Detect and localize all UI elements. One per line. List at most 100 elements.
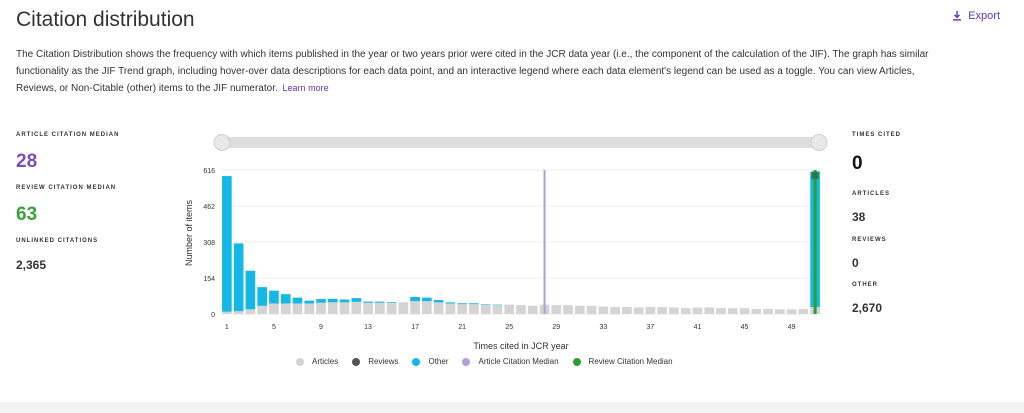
bar-other[interactable] (445, 302, 456, 304)
bar-articles[interactable] (269, 303, 279, 314)
legend-item-reviews[interactable]: Reviews (352, 357, 398, 366)
x-tick-label: 29 (552, 324, 560, 331)
legend-item-review-median[interactable]: Review Citation Median (572, 357, 673, 366)
bar-articles[interactable] (716, 308, 726, 314)
bar-other[interactable] (433, 299, 444, 303)
bar-other[interactable] (316, 299, 326, 303)
bar-articles[interactable] (304, 303, 315, 314)
bar-articles[interactable] (563, 305, 573, 314)
bar-articles[interactable] (527, 305, 538, 314)
bar-other[interactable] (222, 176, 232, 312)
median-lines (543, 170, 819, 314)
bar-articles[interactable] (586, 305, 597, 314)
bar-articles[interactable] (386, 302, 397, 314)
chart-legend: Articles Reviews Other Article Citation … (296, 357, 687, 366)
bar-articles[interactable] (257, 305, 267, 314)
bar-articles[interactable] (245, 309, 256, 314)
bar-other[interactable] (304, 300, 315, 304)
legend-label-articles: Articles (312, 357, 339, 366)
bar-other[interactable] (257, 287, 267, 306)
bar-other[interactable] (363, 301, 373, 303)
bar-other[interactable] (245, 270, 256, 310)
bar-other[interactable] (269, 290, 279, 304)
bar-other[interactable] (351, 298, 362, 302)
bar-other[interactable] (280, 294, 291, 304)
bar-articles[interactable] (410, 301, 420, 314)
bar-other[interactable] (410, 296, 420, 302)
bar-articles[interactable] (280, 303, 291, 314)
x-tick-label: 21 (458, 324, 466, 331)
bar-articles[interactable] (398, 302, 409, 314)
bar-articles[interactable] (657, 306, 667, 314)
times-cited-label: TIMES CITED (852, 132, 902, 138)
bar-articles[interactable] (645, 306, 656, 314)
bar-articles[interactable] (469, 304, 479, 314)
bar-articles[interactable] (669, 307, 679, 314)
x-axis-label: Times cited in JCR year (473, 341, 568, 351)
export-button[interactable]: Export (952, 10, 1000, 22)
x-tick-label: 9 (319, 324, 323, 331)
bar-articles[interactable] (363, 302, 373, 314)
bar-articles[interactable] (457, 304, 467, 314)
bar-other[interactable] (375, 301, 385, 303)
range-slider-start-handle[interactable] (213, 134, 231, 151)
bar-articles[interactable] (704, 307, 715, 314)
y-axis-label: Number of items (184, 199, 194, 266)
bar-articles[interactable] (422, 301, 432, 314)
bar-other[interactable] (327, 298, 338, 303)
bar-articles[interactable] (504, 304, 515, 314)
bar-articles[interactable] (739, 308, 750, 314)
bar-articles[interactable] (763, 308, 773, 314)
bar-articles[interactable] (375, 302, 385, 314)
bar-articles[interactable] (445, 303, 456, 314)
review-median-label: REVIEW CITATION MEDIAN (16, 185, 117, 191)
legend-item-articles[interactable]: Articles (296, 357, 338, 366)
learn-more-link[interactable]: Learn more (282, 83, 329, 93)
range-slider[interactable] (213, 134, 828, 151)
bar-articles[interactable] (775, 309, 785, 314)
bar-articles[interactable] (610, 306, 620, 314)
legend-item-article-median[interactable]: Article Citation Median (462, 357, 559, 366)
bar-articles[interactable] (492, 305, 503, 314)
y-tick-label: 308 (203, 240, 215, 247)
bar-articles[interactable] (727, 308, 738, 314)
article-median-label: ARTICLE CITATION MEDIAN (16, 132, 120, 138)
bar-articles[interactable] (292, 303, 303, 314)
bar-articles[interactable] (551, 305, 562, 314)
x-axis-ticks: 1 5 9 13 17 21 25 29 33 37 41 45 49 (225, 324, 796, 331)
bar-articles[interactable] (480, 304, 491, 314)
bar-articles[interactable] (575, 305, 585, 314)
bar-articles[interactable] (633, 307, 644, 314)
bar-other[interactable] (457, 303, 467, 305)
bar-other[interactable] (386, 302, 397, 303)
bar-articles[interactable] (598, 306, 609, 314)
bar-articles[interactable] (516, 305, 526, 314)
bar-other[interactable] (422, 297, 432, 302)
legend-dot-review-median (572, 357, 581, 366)
bar-articles[interactable] (433, 302, 444, 314)
bars[interactable] (222, 171, 820, 314)
bar-articles[interactable] (327, 302, 338, 314)
bar-other[interactable] (292, 297, 303, 304)
bar-articles[interactable] (351, 301, 362, 314)
x-tick-label: 33 (599, 324, 607, 331)
bar-articles[interactable] (622, 306, 632, 314)
bar-articles[interactable] (316, 302, 326, 314)
bar-articles[interactable] (339, 302, 350, 314)
bar-articles[interactable] (680, 308, 691, 314)
bar-other[interactable] (339, 299, 350, 303)
legend-item-other[interactable]: Other (412, 357, 448, 366)
legend-label-article-median: Article Citation Median (478, 357, 559, 366)
range-slider-end-handle[interactable] (810, 134, 828, 151)
y-tick-label: 0 (211, 312, 215, 319)
bar-other[interactable] (469, 303, 479, 305)
bar-articles[interactable] (798, 308, 809, 314)
bar-articles[interactable] (786, 309, 797, 314)
other-value: 2,670 (852, 301, 883, 315)
bar-articles[interactable] (233, 311, 244, 314)
bar-other[interactable] (233, 243, 244, 312)
bar-articles[interactable] (692, 307, 703, 314)
bar-articles[interactable] (222, 311, 232, 314)
bar-articles[interactable] (751, 308, 762, 314)
